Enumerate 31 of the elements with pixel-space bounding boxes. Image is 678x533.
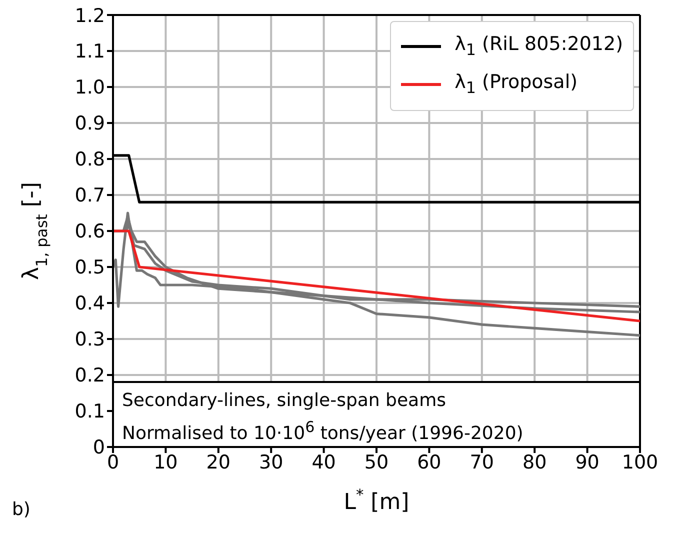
- y-tick-label: 0.5: [74, 256, 105, 279]
- x-tick-label: 50: [364, 451, 389, 474]
- y-tick-label: 0: [92, 436, 105, 459]
- x-tick-label: 30: [259, 451, 284, 474]
- y-tick-label: 1.0: [74, 76, 105, 99]
- legend-label: λ$_{1}$ (Proposal): [454, 70, 578, 99]
- x-tick-label: 40: [312, 451, 336, 474]
- annotation: Secondary-lines, single-span beams: [122, 389, 447, 413]
- annotation: Normalised to 10·10$^{6}$ tons/year (1996-2020): [122, 417, 524, 446]
- x-tick-label: 0: [106, 451, 120, 474]
- x-tick-label: 20: [206, 451, 230, 474]
- y-tick-label: 1.1: [74, 40, 105, 63]
- x-axis-title: L$^{*}$ [m]: [344, 486, 410, 515]
- y-tick-label: 0.9: [74, 112, 105, 135]
- x-tick-label: 10: [154, 451, 178, 474]
- x-tick-label: 100: [622, 451, 658, 474]
- y-tick-label: 0.7: [74, 184, 105, 207]
- y-tick-label: 0.3: [74, 328, 105, 351]
- note-box: Secondary-lines, single-span beams Normalised to 10·10$^{6}$ tons/year (1996-2020): [112, 381, 641, 448]
- x-tick-label: 80: [522, 451, 547, 474]
- x-tick-label: 60: [417, 451, 442, 474]
- legend-label: λ$_{1}$ (RiL 805:2012): [454, 32, 623, 61]
- y-tick-label: 0.2: [74, 364, 105, 387]
- y-tick-label: 0.4: [74, 292, 105, 315]
- x-tick-label: 70: [470, 451, 494, 474]
- y-tick-label: 0.8: [74, 148, 105, 171]
- y-tick-label: 1.2: [74, 4, 105, 27]
- x-tick-label: 90: [575, 451, 600, 474]
- y-tick-label: 0.1: [74, 400, 105, 423]
- text: b): [12, 499, 30, 520]
- y-tick-label: 0.6: [74, 220, 105, 243]
